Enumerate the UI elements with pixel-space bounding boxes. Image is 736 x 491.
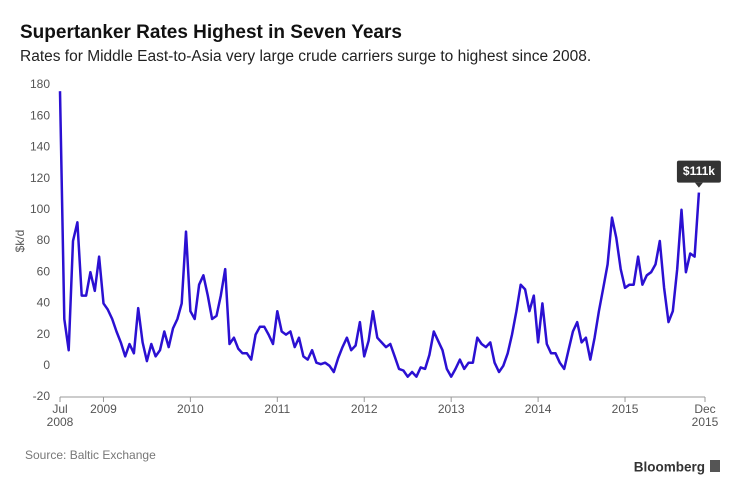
annotation-box [676,160,721,183]
y-tick-label: 100 [30,202,50,216]
y-tick-label: 20 [37,327,51,341]
x-tick-label: 2013 [438,402,465,416]
y-tick-label: -20 [33,389,51,403]
annotation-pointer [694,182,703,188]
x-tick-label: 2010 [177,402,204,416]
x-tick-label: 2011 [264,402,290,416]
source: Source: Baltic Exchange [25,448,156,462]
y-tick-label: 0 [43,358,50,372]
chart-title: Supertanker Rates Highest in Seven Years [20,22,402,43]
x-tick-label: 2014 [525,402,552,416]
y-tick-label: 120 [30,171,50,185]
y-tick-label: 60 [37,264,51,278]
brand-icon [710,460,720,472]
y-tick-label: 80 [37,233,51,247]
x-tick-label: 2009 [90,402,117,416]
chart-subtitle: Rates for Middle East-to-Asia very large… [20,48,591,65]
line [58,91,701,378]
y-tick-label: 160 [30,108,50,122]
annotation: $111k [683,164,715,178]
y-tick-label: 180 [30,77,50,91]
x-tick-label: Jul 2008 [47,402,74,429]
y-axis-label: $k/d [13,230,27,253]
y-tick-label: 40 [37,296,51,310]
x-tick-label: Dec 2015 [692,402,719,429]
brand: Bloomberg [634,460,705,475]
y-tick-label: 140 [30,140,50,154]
x-tick-label: 2015 [612,402,639,416]
x-tick-label: 2012 [351,402,378,416]
